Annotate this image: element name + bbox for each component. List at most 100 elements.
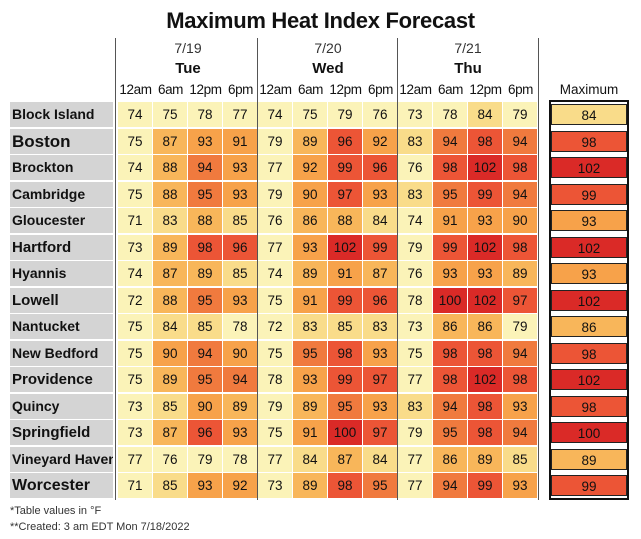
- heat-index-cell: 87: [328, 446, 362, 472]
- heat-index-cell: 75: [258, 340, 292, 366]
- heat-index-cell: 94: [503, 128, 537, 154]
- heat-index-cell: 75: [118, 181, 152, 207]
- heat-index-cell: 87: [153, 420, 187, 445]
- heat-index-cell: 75: [293, 102, 327, 127]
- max-cell: 102: [551, 236, 627, 258]
- max-cell: 99: [551, 183, 627, 205]
- heat-index-cell: 84: [293, 446, 327, 472]
- heat-index-cell: 99: [328, 287, 362, 313]
- city-label: Quincy: [10, 393, 113, 419]
- time-label: 6pm: [367, 82, 394, 97]
- heat-index-cell: 95: [188, 367, 222, 392]
- city-label: New Bedford: [10, 340, 113, 366]
- max-cell: 93: [551, 210, 627, 231]
- max-column-frame: [549, 100, 629, 500]
- heat-index-cell: 94: [188, 340, 222, 366]
- city-label: Providence: [10, 367, 113, 392]
- heat-index-cell: 85: [503, 446, 537, 472]
- time-label: 12pm: [189, 82, 222, 97]
- heat-index-cell: 74: [118, 102, 152, 127]
- heat-index-cell: 74: [258, 102, 292, 127]
- max-cell: 99: [551, 475, 627, 496]
- heat-index-cell: 98: [468, 128, 502, 154]
- heat-index-cell: 77: [398, 367, 432, 392]
- heat-index-cell: 90: [503, 208, 537, 233]
- heat-index-cell: 93: [503, 473, 537, 498]
- time-label: 6am: [157, 82, 184, 97]
- date-label: 7/20: [314, 40, 342, 56]
- heat-index-cell: 87: [363, 261, 397, 286]
- heat-index-cell: 89: [503, 261, 537, 286]
- heat-index-cell: 83: [398, 128, 432, 154]
- heat-index-cell: 89: [468, 446, 502, 472]
- heat-index-cell: 79: [398, 234, 432, 260]
- footnote-created: **Created: 3 am EDT Mon 7/18/2022: [10, 521, 190, 533]
- heat-index-cell: 86: [293, 208, 327, 233]
- heat-index-cell: 98: [468, 393, 502, 419]
- city-label: Lowell: [10, 287, 113, 313]
- heat-index-cell: 76: [258, 208, 292, 233]
- city-label: Springfield: [10, 420, 113, 445]
- heat-index-cell: 76: [398, 261, 432, 286]
- chart-title: Maximum Heat Index Forecast: [166, 8, 475, 33]
- heat-index-cell: 75: [258, 420, 292, 445]
- heat-index-cell: 95: [188, 287, 222, 313]
- heat-index-cell: 77: [118, 446, 152, 472]
- time-label: 12am: [119, 82, 152, 97]
- heat-index-cell: 97: [363, 367, 397, 392]
- heat-index-cell: 93: [223, 155, 257, 180]
- heat-index-cell: 74: [398, 208, 432, 233]
- time-label: 12pm: [329, 82, 362, 97]
- heat-index-cell: 71: [118, 208, 152, 233]
- heat-index-cell: 96: [223, 234, 257, 260]
- heat-index-cell: 73: [118, 234, 152, 260]
- time-label: 6am: [297, 82, 324, 97]
- heat-index-cell: 97: [328, 181, 362, 207]
- max-cell: 102: [551, 157, 627, 178]
- heat-index-cell: 89: [153, 234, 187, 260]
- heat-index-cell: 73: [398, 102, 432, 127]
- heat-index-cell: 98: [468, 420, 502, 445]
- column-separator: [115, 38, 116, 500]
- heat-index-cell: 98: [328, 340, 362, 366]
- heat-index-cell: 95: [433, 420, 467, 445]
- heat-index-cell: 98: [433, 367, 467, 392]
- heat-index-cell: 95: [188, 181, 222, 207]
- time-label: 12am: [259, 82, 292, 97]
- heat-index-cell: 93: [503, 393, 537, 419]
- heat-index-cell: 88: [153, 155, 187, 180]
- heat-index-cell: 85: [223, 208, 257, 233]
- heat-index-cell: 83: [153, 208, 187, 233]
- heat-index-cell: 87: [153, 128, 187, 154]
- date-label: 7/21: [454, 40, 482, 56]
- column-separator: [538, 38, 539, 500]
- heat-index-cell: 79: [258, 128, 292, 154]
- heat-index-cell: 91: [433, 208, 467, 233]
- heat-index-cell: 90: [293, 181, 327, 207]
- heat-index-cell: 75: [118, 340, 152, 366]
- time-label: 12pm: [469, 82, 502, 97]
- heat-index-cell: 94: [433, 128, 467, 154]
- heat-index-cell: 86: [433, 446, 467, 472]
- heat-index-cell: 93: [468, 261, 502, 286]
- heat-index-cell: 77: [258, 234, 292, 260]
- day-label: Wed: [312, 60, 344, 77]
- heat-index-cell: 78: [188, 102, 222, 127]
- heat-index-cell: 98: [433, 340, 467, 366]
- heat-index-cell: 79: [258, 393, 292, 419]
- heat-index-cell: 89: [223, 393, 257, 419]
- heat-index-cell: 99: [433, 234, 467, 260]
- max-cell: 89: [551, 448, 627, 470]
- heat-index-cell: 100: [328, 420, 362, 445]
- heat-index-cell: 102: [468, 287, 502, 313]
- heat-index-cell: 94: [503, 340, 537, 366]
- heat-index-cell: 78: [258, 367, 292, 392]
- heat-index-cell: 98: [468, 340, 502, 366]
- heat-index-cell: 83: [398, 393, 432, 419]
- heat-index-cell: 98: [188, 234, 222, 260]
- heat-index-cell: 73: [118, 420, 152, 445]
- heat-index-cell: 89: [293, 393, 327, 419]
- heat-index-cell: 91: [328, 261, 362, 286]
- heat-index-cell: 90: [223, 340, 257, 366]
- heat-index-cell: 94: [433, 473, 467, 498]
